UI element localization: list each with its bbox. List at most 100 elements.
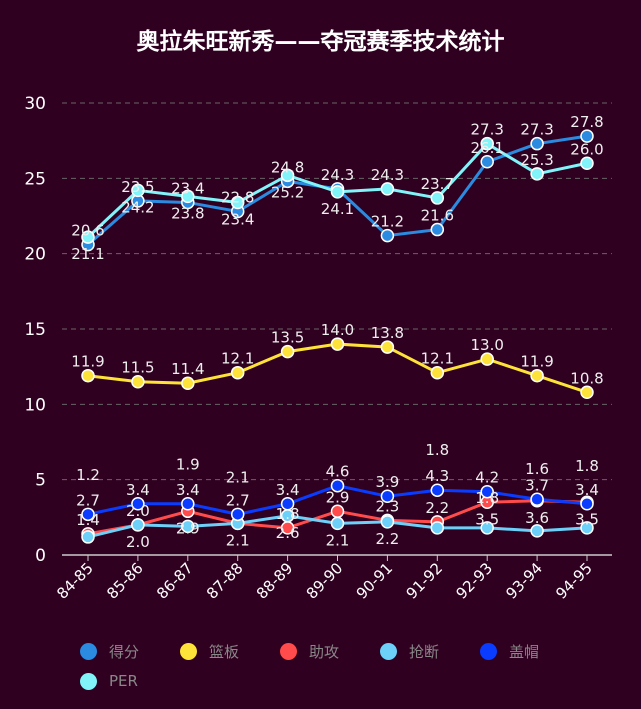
data-label: 1.9	[176, 455, 200, 473]
legend-item[interactable]: 篮板	[180, 636, 280, 666]
data-label: 13.0	[470, 336, 503, 354]
data-label: 21.1	[71, 245, 104, 263]
data-label: 11.9	[520, 353, 553, 371]
data-point	[480, 521, 494, 535]
data-point	[530, 368, 544, 383]
data-label: 11.9	[71, 353, 104, 371]
data-label: 2.0	[126, 533, 150, 551]
data-label: 2.6	[276, 524, 300, 542]
data-point	[280, 344, 295, 359]
legend-marker-icon	[180, 642, 197, 660]
data-label: 4.6	[326, 463, 350, 481]
data-label: 23.4	[171, 179, 204, 197]
chart-title: 奥拉朱旺新秀——夺冠赛季技术统计	[136, 29, 505, 55]
data-label: 2.1	[326, 531, 350, 549]
data-label: 1.6	[525, 460, 549, 478]
data-label: 13.8	[371, 324, 404, 342]
y-tick-label: 20	[24, 245, 46, 265]
data-label: 26.1	[470, 139, 503, 157]
data-label: 2.2	[425, 499, 449, 517]
data-point	[181, 189, 195, 204]
x-tick-label: 85-86	[103, 559, 147, 603]
legend-label: PER	[109, 672, 138, 690]
legend-label: 盖帽	[509, 642, 540, 661]
data-label: 23.8	[171, 204, 204, 222]
data-label: 21.2	[371, 213, 404, 231]
data-label: 1.8	[425, 441, 449, 459]
data-label: 3.4	[276, 481, 300, 499]
data-point	[181, 376, 195, 390]
data-label: 1.8	[276, 505, 300, 523]
data-label: 4.3	[425, 467, 449, 485]
legend-item[interactable]: 得分	[80, 636, 180, 666]
legend-item[interactable]: 盖帽	[480, 636, 580, 666]
data-label: 13.5	[271, 329, 304, 347]
legend: 得分 篮板 助攻 抢断 盖帽 PER	[80, 636, 600, 696]
data-label: 3.7	[525, 476, 549, 494]
data-point	[330, 185, 345, 199]
data-label: 24.3	[321, 166, 354, 184]
data-label: 4.2	[475, 469, 499, 487]
data-point	[480, 352, 494, 366]
data-point	[131, 374, 145, 389]
data-point	[580, 156, 594, 171]
data-label: 21.6	[421, 207, 454, 225]
data-label: 24.3	[371, 166, 404, 184]
data-point	[380, 182, 395, 196]
data-label: 3.4	[575, 481, 599, 499]
data-point	[131, 183, 145, 198]
data-label: 23.5	[121, 178, 154, 196]
y-tick-label: 5	[35, 471, 46, 491]
legend-marker-icon	[380, 642, 397, 660]
legend-label: 助攻	[309, 642, 340, 661]
data-label: 27.3	[520, 121, 553, 139]
data-point	[380, 489, 395, 503]
data-point	[280, 168, 295, 183]
data-label: 25.2	[271, 183, 304, 201]
x-tick-label: 87-88	[203, 559, 247, 603]
data-point	[330, 516, 345, 531]
data-point	[480, 155, 494, 169]
data-point	[580, 521, 594, 535]
data-point	[181, 519, 195, 534]
data-label: 2.9	[176, 519, 200, 537]
x-tick-label: 90-91	[353, 559, 397, 603]
data-label: 10.8	[570, 369, 603, 387]
data-point	[380, 228, 395, 243]
data-label: 2.7	[76, 491, 100, 509]
x-tick-label: 89-90	[303, 559, 347, 603]
legend-item[interactable]: PER	[80, 666, 180, 696]
x-tick-label: 93-94	[502, 559, 546, 603]
data-label: 22.8	[221, 188, 254, 206]
data-point	[380, 340, 395, 354]
y-tick-label: 25	[24, 169, 46, 189]
data-point	[530, 492, 544, 507]
data-point	[81, 368, 95, 383]
data-point	[81, 507, 95, 522]
legend-item[interactable]: 助攻	[280, 636, 380, 666]
data-label: 23.4	[221, 210, 254, 228]
data-point	[181, 497, 195, 511]
data-label: 11.5	[121, 359, 154, 377]
data-label: 3.5	[475, 510, 499, 528]
data-point	[480, 136, 494, 151]
x-tick-label: 86-87	[153, 559, 197, 603]
data-label: 3.9	[375, 473, 399, 491]
data-label: 14.0	[321, 321, 354, 339]
data-point	[230, 195, 245, 210]
data-label: 2.9	[326, 488, 350, 506]
data-point	[81, 530, 95, 544]
data-label: 12.1	[221, 350, 254, 368]
data-label: 2.7	[226, 491, 250, 509]
y-tick-label: 15	[24, 320, 46, 340]
legend-marker-icon	[480, 642, 497, 660]
legend-item[interactable]: 抢断	[380, 636, 480, 666]
data-label: 2.3	[375, 497, 399, 515]
data-label: 2.1	[226, 468, 250, 486]
data-point	[330, 478, 345, 493]
legend-label: 得分	[109, 642, 140, 661]
legend-marker-icon	[80, 672, 97, 690]
data-label: 24.8	[271, 158, 304, 176]
